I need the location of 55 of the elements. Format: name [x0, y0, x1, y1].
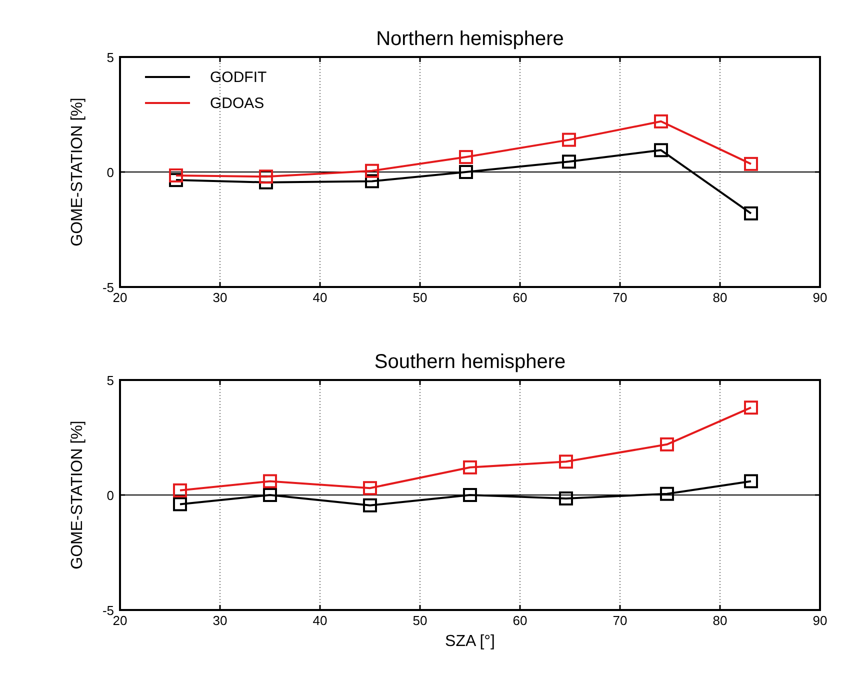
point: [654, 114, 668, 128]
point: [459, 165, 473, 179]
point: [744, 400, 758, 415]
x-tick-label: 90: [812, 290, 828, 305]
point: [744, 474, 758, 488]
x-tick-label: 60: [512, 290, 528, 305]
chart-title: Southern hemisphere: [374, 351, 566, 373]
point: [559, 491, 573, 506]
y-tick-label: 5: [106, 373, 114, 388]
x-tick-label: 20: [112, 290, 128, 305]
point: [259, 170, 273, 184]
point: [365, 164, 379, 178]
x-tick-label: 80: [712, 290, 728, 305]
y-tick-label: 0: [106, 488, 114, 503]
x-tick-label: 40: [312, 290, 328, 305]
x-tick-label: 60: [512, 613, 528, 628]
x-tick-label: 20: [112, 613, 128, 628]
y-tick-label: 0: [106, 165, 114, 180]
chart-title: Northern hemisphere: [376, 28, 564, 50]
x-tick-label: 50: [412, 290, 428, 305]
y-tick-label: -5: [102, 280, 114, 295]
x-tick-label: 70: [612, 613, 628, 628]
point: [463, 488, 477, 502]
point: [562, 132, 576, 147]
point: [169, 168, 183, 182]
point: [365, 174, 379, 188]
point: [660, 437, 674, 452]
legend-label: GDOAS: [210, 95, 264, 112]
y-axis-title: GOME-STATION [%]: [69, 420, 86, 570]
point: [173, 483, 187, 498]
point: [654, 143, 668, 158]
x-tick-label: 30: [212, 613, 228, 628]
point: [744, 206, 758, 220]
x-tick-label: 30: [212, 290, 228, 305]
point: [744, 156, 758, 171]
x-tick-label: 80: [712, 613, 728, 628]
y-tick-label: 5: [106, 50, 114, 65]
x-tick-label: 70: [612, 290, 628, 305]
point: [363, 498, 377, 512]
point: [459, 150, 473, 164]
point: [660, 486, 674, 501]
point: [463, 460, 477, 474]
point: [263, 474, 277, 488]
y-axis-title: GOME-STATION [%]: [69, 98, 86, 246]
y-tick-label: -5: [102, 603, 114, 618]
x-tick-label: 50: [412, 613, 428, 628]
point: [173, 497, 187, 512]
point: [559, 454, 573, 469]
x-tick-label: 90: [812, 613, 828, 628]
point: [363, 481, 377, 496]
point: [562, 154, 576, 169]
x-axis-title: SZA [°]: [445, 633, 495, 650]
legend-label: GODFIT: [210, 69, 267, 86]
point: [263, 488, 277, 502]
x-tick-label: 40: [312, 613, 328, 628]
